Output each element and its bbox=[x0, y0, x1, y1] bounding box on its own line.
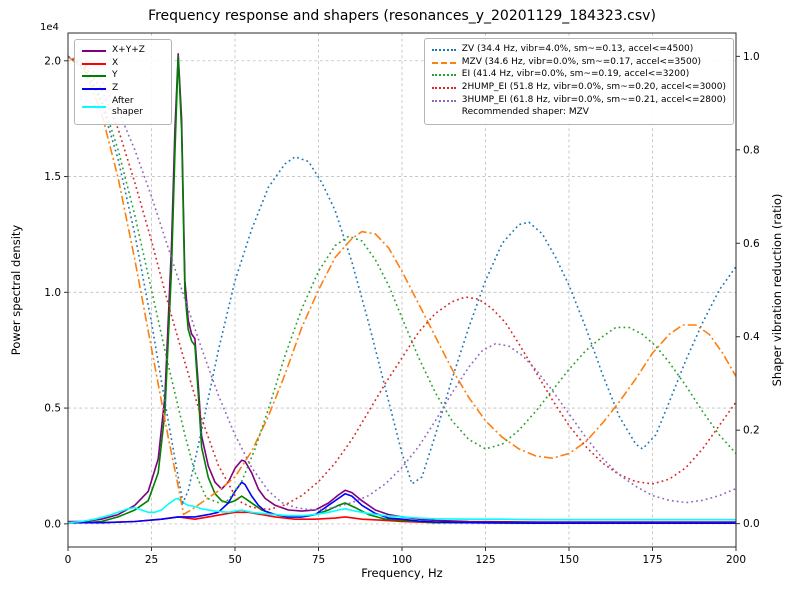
legend-entry-y: Y bbox=[82, 70, 164, 82]
x-tick-label: 50 bbox=[228, 554, 241, 566]
legend-label: Y bbox=[112, 70, 118, 81]
shaper-legend: ZV (34.4 Hz, vibr=4.0%, sm~=0.13, accel<… bbox=[423, 38, 734, 126]
y-right-tick-label: 0.0 bbox=[743, 518, 760, 530]
figure-title: Frequency response and shapers (resonanc… bbox=[148, 8, 656, 24]
shaper-curve-mzv bbox=[67, 55, 737, 516]
legend-line-sample bbox=[82, 106, 106, 109]
y-left-tick-label: 0.0 bbox=[44, 518, 61, 530]
legend-label: After shaper bbox=[112, 95, 143, 118]
legend-entry-2hump_ei: 2HUMP_EI (51.8 Hz, vibr=0.0%, sm~=0.20, … bbox=[431, 82, 726, 94]
x-tick-label: 25 bbox=[145, 554, 158, 566]
legend-label: X bbox=[112, 57, 119, 68]
legend-label: MZV (34.6 Hz, vibr=0.0%, sm~=0.17, accel… bbox=[461, 56, 701, 67]
legend-line-sample bbox=[431, 74, 456, 77]
psd-curve-x-y-z bbox=[68, 53, 736, 523]
legend-entry-x-y-z: X+Y+Z bbox=[82, 45, 164, 57]
legend-label: Recommended shaper: MZV bbox=[461, 107, 589, 118]
legend-line-sample bbox=[431, 48, 456, 51]
y-left-tick-label: 2.0 bbox=[44, 55, 61, 67]
psd-curve-y bbox=[68, 55, 736, 524]
legend-line-sample bbox=[82, 75, 106, 78]
x-tick-label: 175 bbox=[642, 554, 662, 566]
y-left-tick-label: 1.0 bbox=[44, 287, 61, 299]
y-axis-label-right: Shaper vibration reduction (ratio) bbox=[770, 193, 784, 387]
legend-label: Z bbox=[112, 83, 119, 94]
legend-entry-ei: EI (41.4 Hz, vibr=0.0%, sm~=0.19, accel<… bbox=[431, 69, 726, 81]
x-tick-label: 75 bbox=[312, 554, 325, 566]
legend-label: X+Y+Z bbox=[112, 45, 145, 55]
legend-label: ZV (34.4 Hz, vibr=4.0%, sm~=0.13, accel<… bbox=[461, 44, 694, 54]
legend-line-sample bbox=[431, 99, 456, 102]
legend-entry-3hump_ei: 3HUMP_EI (61.8 Hz, vibr=0.0%, sm~=0.21, … bbox=[431, 94, 726, 107]
y-axis-label-left: Power spectral density bbox=[9, 224, 23, 356]
y-right-tick-label: 0.6 bbox=[743, 238, 760, 250]
legend-line-sample bbox=[82, 87, 106, 90]
x-tick-label: 125 bbox=[475, 554, 495, 566]
y-axis-offset-text: 1e4 bbox=[40, 22, 59, 33]
legend-entry-z: Z bbox=[82, 83, 164, 95]
x-axis-label: Frequency, Hz bbox=[361, 566, 443, 580]
y-left-tick-label: 0.5 bbox=[44, 403, 61, 415]
legend-entry-recommended-shaper: Recommended shaper: MZV bbox=[432, 107, 726, 119]
legend-line-sample bbox=[431, 61, 456, 64]
legend-label: 3HUMP_EI (61.8 Hz, vibr=0.0%, sm~=0.21, … bbox=[461, 94, 726, 105]
y-right-tick-label: 0.2 bbox=[743, 425, 760, 437]
legend-line-sample bbox=[431, 86, 456, 89]
psd-curve-z bbox=[68, 481, 736, 524]
legend-entry-zv: ZV (34.4 Hz, vibr=4.0%, sm~=0.13, accel<… bbox=[431, 44, 726, 56]
psd-curve-after-shaper bbox=[67, 497, 736, 524]
x-tick-label: 150 bbox=[559, 554, 579, 566]
legend-entry-after-shaper: After shaper bbox=[82, 96, 164, 119]
legend-entry-x: X bbox=[82, 58, 164, 70]
x-tick-label: 0 bbox=[65, 554, 72, 566]
y-right-tick-label: 0.4 bbox=[743, 331, 760, 343]
shaper-curve-zv bbox=[67, 55, 737, 506]
shaper-curve-2hump_ei bbox=[67, 55, 737, 511]
legend-label: EI (41.4 Hz, vibr=0.0%, sm~=0.19, accel<… bbox=[461, 69, 690, 80]
y-right-tick-label: 0.8 bbox=[743, 144, 760, 156]
legend-line-sample bbox=[82, 62, 106, 65]
x-tick-label: 200 bbox=[726, 554, 746, 566]
legend-entry-mzv: MZV (34.6 Hz, vibr=0.0%, sm~=0.17, accel… bbox=[431, 56, 726, 69]
legend-line-sample bbox=[82, 49, 106, 52]
legend-label: 2HUMP_EI (51.8 Hz, vibr=0.0%, sm~=0.20, … bbox=[461, 82, 726, 93]
shaper-curve-3hump_ei bbox=[67, 55, 737, 511]
y-left-tick-label: 1.5 bbox=[44, 171, 61, 183]
y-right-tick-label: 1.0 bbox=[743, 51, 760, 63]
x-tick-label: 100 bbox=[392, 554, 412, 566]
shaper-curve-ei bbox=[67, 55, 737, 504]
plot-area-border bbox=[67, 32, 737, 548]
psd-legend: X+Y+Z X Y Z After shaper bbox=[74, 39, 172, 126]
